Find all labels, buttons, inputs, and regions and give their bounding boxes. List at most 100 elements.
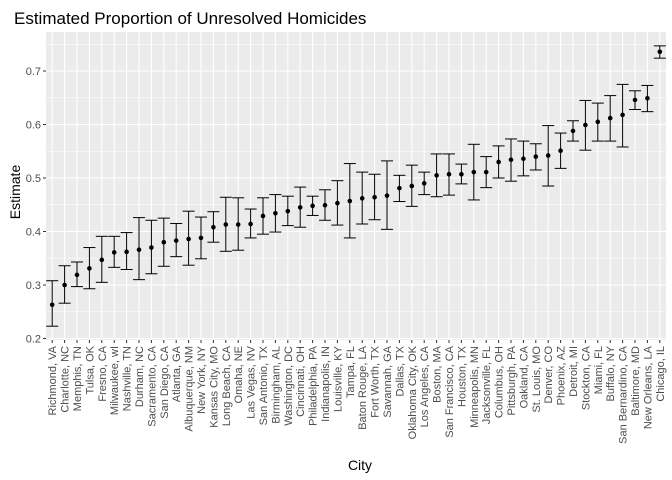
data-point — [521, 156, 526, 162]
data-point — [235, 222, 241, 227]
city-estimate — [331, 180, 344, 226]
city-estimate — [207, 211, 220, 243]
data-point — [74, 272, 80, 278]
city-estimate — [604, 95, 617, 142]
data-point — [211, 224, 216, 230]
x-tick-label: Oklahoma City, OK — [407, 345, 419, 439]
city-estimate — [641, 84, 654, 113]
data-point — [533, 154, 539, 159]
city-estimate — [542, 125, 555, 187]
city-estimate — [356, 171, 369, 225]
x-tick-label: Cincinnati, OH — [295, 346, 307, 417]
x-tick-label: Jacksonville, FL — [481, 346, 493, 424]
city-estimate — [281, 195, 294, 227]
y-tick-label: 0.5 — [26, 173, 41, 185]
city-estimate — [480, 156, 493, 189]
x-tick-label: Atlanta, GA — [171, 345, 183, 402]
city-estimate — [219, 196, 232, 252]
data-point — [397, 185, 402, 191]
data-point — [446, 171, 452, 177]
data-point — [657, 49, 663, 55]
city-estimate — [467, 143, 480, 201]
data-point — [99, 257, 105, 263]
x-tick-label: Durham, NC — [134, 346, 146, 407]
y-tick-label: 0.3 — [26, 280, 41, 292]
data-point — [87, 266, 92, 271]
data-point — [645, 95, 650, 101]
data-point — [111, 250, 117, 255]
x-tick-label: Baton Rouge, LA — [357, 345, 369, 429]
city-estimate — [269, 194, 282, 233]
y-tick-label: 0.4 — [26, 227, 41, 239]
city-estimate — [46, 280, 59, 327]
x-tick-label: Philadelphia, PA — [308, 345, 320, 426]
x-tick-label: Las Vegas, NV — [246, 345, 258, 418]
data-point — [483, 169, 489, 175]
x-axis: Richmond, VA Charlotte, NC Memphis, TN Tuls… — [47, 340, 667, 444]
data-point — [62, 282, 67, 288]
x-tick-label: San Diego, CA — [159, 345, 171, 418]
city-estimate — [232, 197, 245, 251]
city-estimate — [244, 208, 257, 239]
city-estimate — [195, 216, 207, 260]
data-point — [459, 171, 464, 177]
x-tick-label: Pittsburgh, PA — [506, 345, 518, 415]
x-tick-label: Columbus, OH — [494, 346, 506, 418]
data-point — [297, 205, 303, 210]
data-point — [198, 235, 204, 241]
x-tick-label: New Orleans, LA — [642, 345, 654, 429]
data-point — [409, 183, 415, 189]
x-tick-label: San Antonio, TX — [258, 345, 270, 425]
x-tick-label: Dallas, TX — [394, 345, 406, 396]
data-point — [310, 203, 315, 209]
x-axis-title: City — [348, 457, 372, 473]
x-tick-label: Albuquerque, NM — [184, 346, 196, 432]
data-point — [186, 236, 191, 242]
data-point — [496, 159, 501, 165]
x-tick-label: New York, NY — [196, 345, 208, 414]
city-estimate — [616, 83, 629, 148]
city-estimate — [58, 265, 71, 304]
city-estimate — [257, 197, 269, 235]
city-estimate — [418, 171, 431, 196]
city-estimate — [405, 164, 418, 207]
data-point — [595, 119, 601, 125]
plot-panel — [46, 32, 666, 340]
x-tick-label: Denver, CO — [543, 346, 555, 404]
x-tick-label: Baltimore, MD — [630, 346, 642, 416]
city-estimate — [145, 219, 158, 275]
city-estimate — [554, 132, 567, 169]
city-estimate — [182, 210, 195, 266]
city-estimate — [591, 102, 604, 142]
data-point — [285, 208, 291, 214]
city-estimate — [368, 173, 381, 221]
data-point — [260, 213, 266, 219]
city-estimate — [529, 143, 542, 171]
x-tick-label: Charlotte, NC — [60, 346, 72, 413]
x-tick-label: Savannah, GA — [382, 345, 394, 417]
city-estimate — [579, 99, 592, 151]
data-point — [545, 153, 551, 158]
data-point — [335, 200, 340, 206]
city-estimate — [505, 138, 517, 182]
city-estimate — [492, 145, 505, 179]
x-tick-label: Sacramento, CA — [146, 345, 158, 426]
x-tick-label: Birmingham, AL — [270, 346, 282, 424]
data-point — [124, 249, 129, 255]
x-tick-label: Chicago, IL — [655, 346, 667, 402]
x-tick-label: Louisville, KY — [332, 345, 344, 412]
city-estimate — [108, 235, 121, 268]
city-estimate — [157, 217, 170, 267]
data-point — [632, 97, 638, 103]
data-point — [223, 222, 229, 227]
x-tick-label: Phoenix, AZ — [556, 346, 568, 406]
x-tick-label: Los Angeles, CA — [419, 345, 431, 427]
x-tick-label: Washington, DC — [283, 346, 295, 426]
data-point — [421, 181, 427, 186]
data-point — [570, 128, 576, 134]
city-estimate — [653, 45, 666, 59]
x-tick-label: Buffalo, NY — [605, 345, 617, 401]
data-point — [372, 194, 377, 200]
data-point — [434, 173, 439, 178]
